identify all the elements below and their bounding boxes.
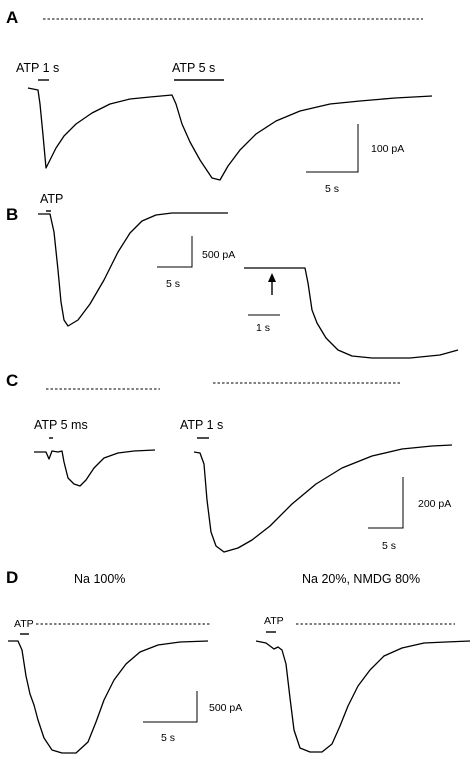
panel-c-right-trace [193,444,453,553]
panel-a-stim1-label: ATP 1 s [16,61,59,75]
panel-a-trace [27,87,433,181]
panel-d-cond1-label: Na 100% [74,572,125,586]
panel-a-stim2-label: ATP 5 s [172,61,215,75]
panel-b-trace [38,212,228,327]
panel-b-inset-arrow-icon [268,273,276,282]
panel-d-letter: D [6,568,18,587]
panel-d-scale-time-label: 5 s [161,732,175,744]
panel-d-scale-current-label: 500 pA [209,702,242,714]
panel-d-cond2-label: Na 20%, NMDG 80% [302,572,420,586]
panel-d-stim2-label: ATP [264,615,284,627]
panel-a-scale-bar [306,124,359,173]
panel-c-letter: C [6,371,18,390]
panel-c-scale-current-label: 200 pA [418,498,451,510]
panel-b-inset-scale-time-label: 1 s [256,322,270,334]
panel-b-scale-time-label: 5 s [166,278,180,290]
panel-b-scale-current-label: 500 pA [202,249,235,261]
panel-c-stim1-label: ATP 5 ms [34,418,88,432]
panel-a-scale-time-label: 5 s [325,183,339,195]
panel-d-right-trace [255,640,471,753]
panel-c-scale-time-label: 5 s [382,540,396,552]
panel-c-stim2-label: ATP 1 s [180,418,223,432]
panel-d-stim1-label: ATP [14,618,34,630]
panel-d-left-trace [8,640,209,754]
panel-c-left-trace [34,449,156,487]
panel-d-scale-bar [143,691,198,723]
panel-c-scale-bar [368,477,404,529]
panel-b-inset-trace [244,267,459,359]
panel-b-scale-bar [157,236,193,268]
panel-a-scale-current-label: 100 pA [371,143,404,155]
panel-b-stim-label: ATP [40,192,63,206]
panel-a-letter: A [6,8,18,27]
panel-b-letter: B [6,205,18,224]
